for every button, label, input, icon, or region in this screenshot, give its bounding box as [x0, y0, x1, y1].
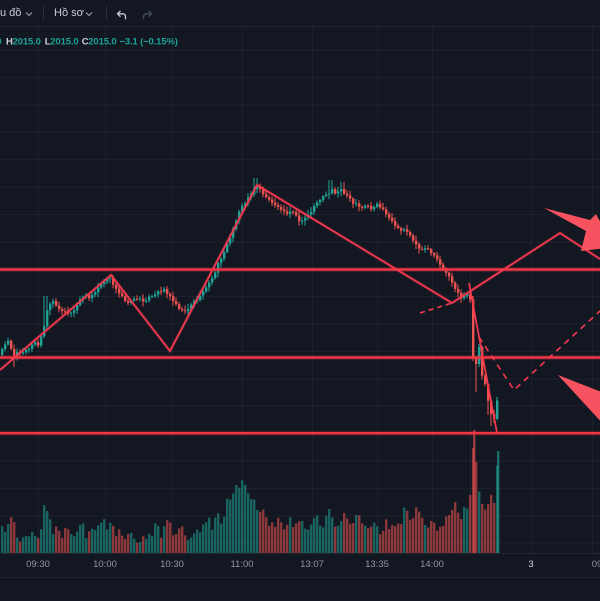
svg-text:10:30: 10:30: [160, 559, 184, 570]
svg-text:13:07: 13:07: [300, 559, 324, 570]
svg-text:C: C: [82, 37, 89, 48]
svg-text:H: H: [6, 37, 13, 48]
svg-text:14:00: 14:00: [420, 559, 444, 570]
svg-text:13:35: 13:35: [365, 559, 389, 570]
svg-text:0: 0: [0, 37, 1, 48]
svg-text:09: 09: [592, 559, 600, 570]
svg-text:09:30: 09:30: [26, 559, 50, 570]
svg-text:10:00: 10:00: [93, 559, 117, 570]
svg-text:11:00: 11:00: [230, 559, 253, 570]
svg-text:3: 3: [528, 559, 533, 570]
svg-text:2015.0: 2015.0: [13, 37, 41, 48]
svg-text:2015.0: 2015.0: [88, 37, 116, 48]
svg-text:L: L: [45, 37, 51, 48]
svg-text:2015.0: 2015.0: [50, 37, 78, 48]
svg-text:−3.1 (−0.15%): −3.1 (−0.15%): [120, 37, 178, 48]
